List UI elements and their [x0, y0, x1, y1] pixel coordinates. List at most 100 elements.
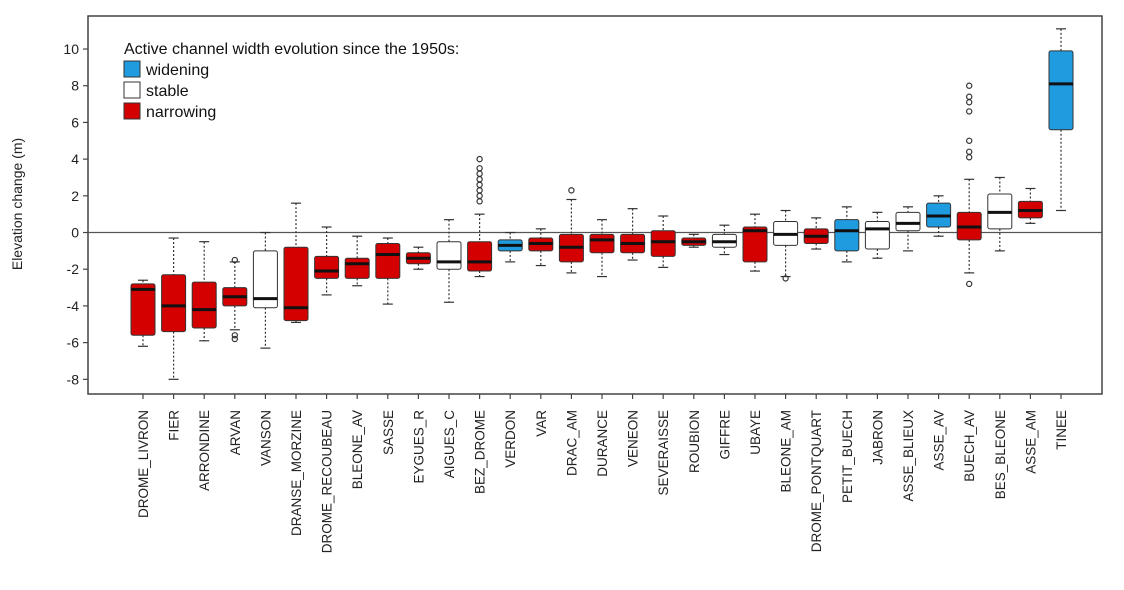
- y-tick-label: 0: [71, 225, 79, 241]
- x-category-label: SASSE: [381, 410, 396, 455]
- legend-title: Active channel width evolution since the…: [124, 41, 459, 58]
- box-iqr-narrowing: [344, 257, 370, 279]
- x-category-label: ARVAN: [228, 410, 243, 455]
- box-iqr-narrowing: [650, 230, 676, 257]
- box-iqr-narrowing: [161, 274, 187, 333]
- outlier-point: [476, 155, 483, 163]
- x-category-label: UBAYE: [748, 410, 763, 455]
- box-asse-blieux: [895, 206, 921, 399]
- x-category-label: SEVERAISSE: [656, 410, 671, 496]
- x-axis-category-labels: DROME_LIVRON FIER ARRONDINE ARVAN VANSON DRAN…: [136, 410, 1069, 554]
- box-iqr-narrowing: [467, 241, 493, 272]
- box-eygues-r: [405, 246, 431, 399]
- outlier-point: [966, 82, 973, 89]
- outlier-point: [231, 335, 238, 343]
- legend: Active channel width evolution since the…: [123, 41, 459, 121]
- box-iqr-narrowing: [589, 233, 615, 254]
- y-tick-label: 4: [71, 151, 79, 167]
- box-arrondine: [191, 241, 217, 399]
- box-asse-am: [1017, 187, 1043, 399]
- y-tick-label: -6: [67, 335, 80, 351]
- x-category-label: EYGUES_R: [411, 410, 426, 484]
- y-tick-label: 2: [71, 188, 79, 204]
- x-category-label: BLEONE_AV: [350, 410, 365, 489]
- x-category-label: BES_BLEONE: [993, 410, 1008, 499]
- box-dranse-morzine: [283, 202, 309, 399]
- box-giffre: [711, 224, 737, 399]
- box-drome-pontquart: [803, 217, 829, 399]
- y-tick-label: 10: [63, 41, 79, 57]
- legend-label-narrowing: narrowing: [146, 104, 216, 121]
- box-iqr-narrowing: [191, 281, 217, 329]
- legend-label-widening: widening: [145, 62, 209, 79]
- box-ubaye: [742, 213, 768, 399]
- box-iqr-stable: [864, 221, 890, 250]
- box-aigues-c: [436, 219, 462, 399]
- x-category-label: JABRON: [870, 410, 885, 465]
- legend-swatch-narrowing: [123, 102, 141, 120]
- box-iqr-narrowing: [375, 243, 401, 279]
- box-var: [528, 228, 554, 399]
- box-bleone-am: [773, 209, 799, 399]
- y-axis: -8 -6 -4 -2 0 2 4 6 8 10: [63, 41, 88, 387]
- box-sasse: [375, 237, 401, 399]
- box-veneon: [620, 208, 646, 399]
- box-drome-livron: [130, 279, 156, 399]
- x-category-label: ASSE_AV: [932, 410, 947, 471]
- x-category-label: DROME_LIVRON: [136, 410, 151, 518]
- box-iqr-stable: [895, 211, 921, 232]
- x-category-label: TINEE: [1054, 410, 1069, 450]
- box-iqr-narrowing: [283, 246, 309, 322]
- box-drac-am: [558, 187, 584, 399]
- outlier-point: [966, 137, 973, 144]
- box-bleone-av: [344, 235, 370, 399]
- box-iqr-narrowing: [130, 283, 156, 336]
- x-category-label: BEZ_DROME: [473, 410, 488, 494]
- y-axis-title: Elevation change (m): [9, 138, 25, 270]
- box-iqr-stable: [436, 241, 462, 270]
- box-tinee: [1048, 28, 1074, 399]
- x-category-label: PETIT_BUECH: [840, 410, 855, 503]
- box-petit-buech: [834, 206, 860, 399]
- y-tick-label: 6: [71, 114, 79, 130]
- box-iqr-widening: [834, 219, 860, 252]
- box-iqr-widening: [1048, 50, 1074, 131]
- outlier-point: [966, 280, 973, 288]
- outlier-point: [782, 275, 789, 282]
- x-category-label: BLEONE_AM: [779, 410, 794, 493]
- outlier-point: [966, 108, 973, 115]
- box-buech-av: [956, 82, 982, 399]
- outlier-point: [231, 256, 238, 264]
- y-tick-label: -2: [67, 261, 80, 277]
- legend-label-stable: stable: [146, 83, 189, 100]
- box-asse-av: [926, 195, 952, 399]
- box-series: [130, 28, 1074, 399]
- outlier-point: [966, 93, 973, 100]
- x-category-label: VENEON: [626, 410, 641, 467]
- x-category-label: AIGUES_C: [442, 410, 457, 479]
- box-iqr-narrowing: [742, 226, 768, 263]
- x-category-label: DRAC_AM: [564, 410, 579, 476]
- box-arvan: [222, 256, 248, 399]
- x-category-label: DRANSE_MORZINE: [289, 410, 304, 536]
- box-roubion: [681, 233, 707, 399]
- x-category-label: ASSE_AM: [1023, 410, 1038, 474]
- x-category-label: ROUBION: [687, 410, 702, 473]
- outlier-point: [231, 332, 238, 339]
- x-category-label: VERDON: [503, 410, 518, 468]
- box-jabron: [864, 211, 890, 399]
- box-fier: [161, 237, 187, 399]
- box-vanson: [252, 231, 278, 399]
- x-category-label: BUECH_AV: [962, 410, 977, 482]
- box-drome-recoubeau: [314, 226, 340, 399]
- x-category-label: GIFFRE: [717, 410, 732, 460]
- outlier-point: [476, 165, 483, 172]
- y-tick-label: -4: [67, 298, 80, 314]
- y-tick-label: 8: [71, 78, 79, 94]
- outlier-point: [568, 187, 575, 194]
- box-durance: [589, 219, 615, 399]
- x-category-label: FIER: [167, 410, 182, 441]
- x-category-label: DROME_RECOUBEAU: [320, 410, 335, 553]
- x-category-label: ARRONDINE: [197, 410, 212, 491]
- legend-swatch-stable: [123, 81, 141, 99]
